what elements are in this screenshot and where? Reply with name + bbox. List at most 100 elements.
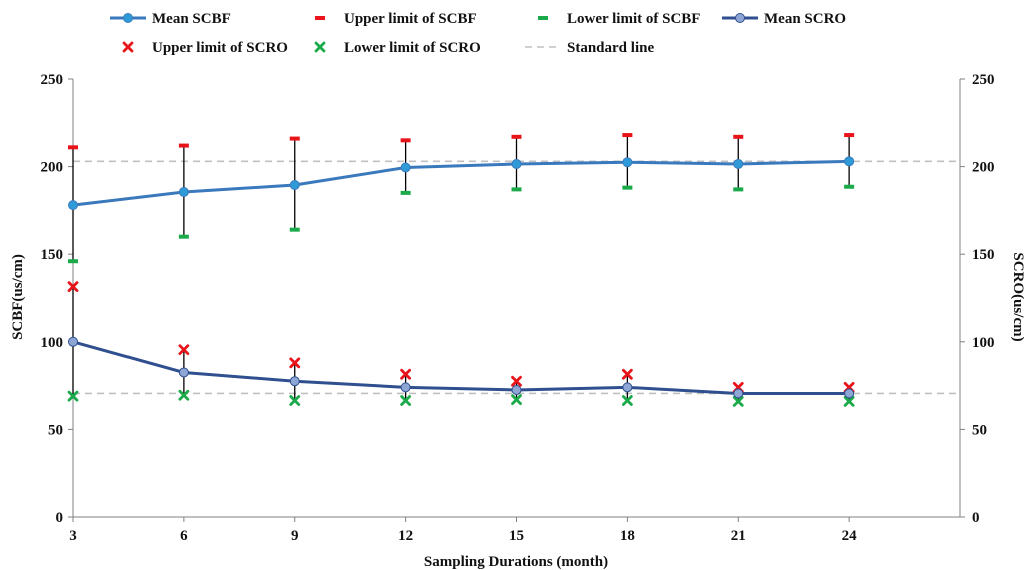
legend-label: Mean SCBF xyxy=(152,11,231,27)
lower-scro-marker xyxy=(289,395,301,406)
upper-scro-marker-stroke xyxy=(621,368,633,380)
legend-swatch-point xyxy=(735,13,745,23)
mean-scbf-point xyxy=(844,156,855,167)
right-tick-label: 200 xyxy=(972,160,995,176)
upper-scbf-marker xyxy=(178,143,189,148)
right-tick-label: 250 xyxy=(972,72,995,88)
x-tick-label: 12 xyxy=(398,528,413,544)
mean-scro-point xyxy=(622,382,633,393)
left-tick-label: 100 xyxy=(41,335,64,351)
lower-scro-marker-stroke xyxy=(178,389,190,401)
left-y-axis-title: SCBF(us/cm) xyxy=(10,254,26,340)
mean-scbf-line xyxy=(72,159,850,207)
upper-scro-marker xyxy=(67,281,79,293)
right-tick-label: 100 xyxy=(972,335,995,351)
mean-scro-line xyxy=(72,340,850,395)
upper-scbf-marker xyxy=(68,145,78,150)
axes: 0 50 100 150 200 250 0 50 100 150 200 250 3 6 9 12 15 1… xyxy=(41,72,995,544)
mean-scbf-point xyxy=(68,200,78,211)
x-tick-label: 3 xyxy=(69,528,77,544)
upper-scro-marker xyxy=(178,344,190,356)
upper-scro-marker-stroke xyxy=(289,357,301,369)
lower-scro-marker xyxy=(843,395,855,407)
lower-scbf-marker xyxy=(622,185,633,190)
mean-scro-point xyxy=(511,384,522,395)
right-y-axis-title: SCRO(us/cm) xyxy=(1010,252,1024,341)
lower-scbf-marker xyxy=(289,227,300,232)
mean-scbf-point xyxy=(289,179,300,190)
x-tick-label: 21 xyxy=(731,528,746,544)
x-tick-label: 24 xyxy=(842,528,858,544)
upper-scbf-marker xyxy=(844,133,855,138)
upper-scbf-marker xyxy=(289,136,300,141)
legend-swatch-cross xyxy=(314,41,326,53)
right-tick-label: 150 xyxy=(972,247,995,263)
lower-scro-marker-stroke xyxy=(621,395,633,406)
x-tick-label: 18 xyxy=(620,528,635,544)
upper-scro-marker-stroke xyxy=(400,368,412,380)
lower-scro-marker xyxy=(732,395,744,407)
x-axis-title: Sampling Durations (month) xyxy=(424,554,608,570)
lower-scro-marker-stroke xyxy=(732,395,744,407)
plot-area xyxy=(67,133,960,407)
lower-scro-marker xyxy=(400,395,412,406)
left-axis-ticks: 0 50 100 150 200 250 xyxy=(41,72,73,526)
lower-scro-marker-stroke xyxy=(400,395,412,406)
upper-scbf-marker xyxy=(511,134,522,139)
mean-scro-point xyxy=(289,376,300,387)
left-tick-label: 150 xyxy=(41,247,64,263)
lower-scbf-marker xyxy=(178,234,189,239)
legend-label: Upper limit of SCBF xyxy=(344,11,477,27)
left-tick-label: 250 xyxy=(41,72,64,88)
mean-scro-point xyxy=(68,336,78,347)
mean-scro-point xyxy=(178,367,189,378)
legend-label: Standard line xyxy=(567,40,654,56)
upper-scro-marker-stroke xyxy=(178,344,190,356)
left-tick-label: 200 xyxy=(41,160,64,176)
mean-scbf-point xyxy=(622,157,633,168)
lower-scbf-marker xyxy=(511,187,522,192)
upper-scbf-marker xyxy=(733,134,744,139)
mean-scbf-point xyxy=(511,158,522,169)
mean-scro-point xyxy=(733,388,744,399)
legend-swatch-dash xyxy=(538,16,548,20)
upper-scro-marker-stroke xyxy=(67,281,79,293)
lower-scro-marker xyxy=(178,389,190,401)
lower-scro-marker xyxy=(67,390,79,402)
legend-label: Lower limit of SCBF xyxy=(567,11,700,27)
x-tick-label: 6 xyxy=(180,528,188,544)
x-tick-label: 9 xyxy=(291,528,299,544)
lower-scro-marker xyxy=(621,395,633,406)
lower-scbf-marker xyxy=(68,259,78,264)
legend-label: Mean SCRO xyxy=(764,11,846,27)
mean-scro-point xyxy=(400,382,411,393)
lower-scro-marker xyxy=(511,394,522,406)
right-tick-label: 0 xyxy=(972,510,980,526)
legend-swatch-cross xyxy=(122,41,134,53)
legend: Mean SCBF Upper limit of SCBF Lower limit … xyxy=(110,11,846,56)
upper-scro-marker xyxy=(621,368,633,380)
left-tick-label: 50 xyxy=(48,422,63,438)
legend-swatch-point xyxy=(123,13,133,23)
upper-scbf-marker xyxy=(622,133,633,138)
upper-scbf-marker xyxy=(400,138,411,143)
upper-scro-marker xyxy=(289,357,301,369)
mean-scbf-point xyxy=(733,158,744,169)
mean-scbf-point xyxy=(178,187,189,198)
legend-label: Upper limit of SCRO xyxy=(152,40,288,56)
mean-scbf-point xyxy=(400,162,411,173)
lower-scro-marker-stroke xyxy=(67,390,79,402)
upper-scro-marker-stroke xyxy=(511,375,522,387)
legend-label: Lower limit of SCRO xyxy=(344,40,481,56)
right-tick-label: 50 xyxy=(972,422,987,438)
lower-scbf-marker xyxy=(733,187,744,192)
lower-scbf-marker xyxy=(844,184,855,189)
lower-scbf-marker xyxy=(400,190,411,195)
mean-scro-point xyxy=(844,388,855,399)
lower-scro-marker-stroke xyxy=(511,394,522,406)
x-tick-label: 15 xyxy=(509,528,524,544)
right-axis-ticks: 0 50 100 150 200 250 xyxy=(960,72,995,526)
lower-scro-marker-stroke xyxy=(843,395,855,407)
x-axis-ticks: 3 6 9 12 15 18 21 24 xyxy=(69,517,857,544)
